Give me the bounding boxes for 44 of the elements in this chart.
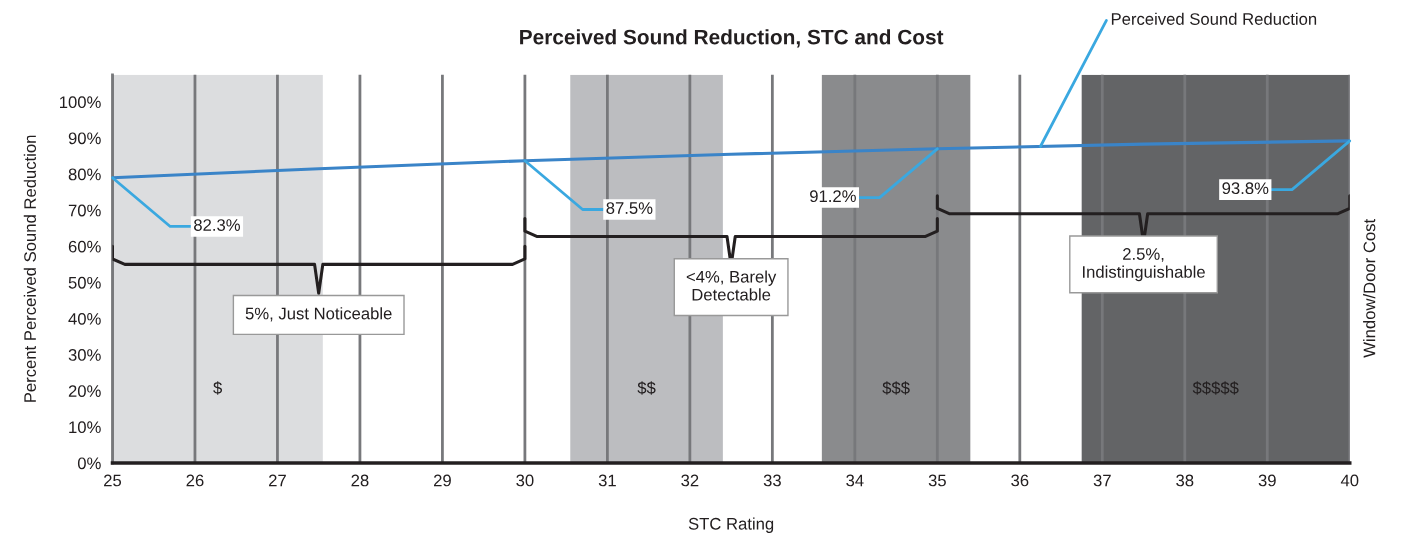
annotation: <4%, Barely Detectable <box>686 270 777 301</box>
annotation: 87.5% <box>606 202 653 214</box>
y-tick-label: 70% <box>68 204 101 217</box>
y-axis-title: Percent Perceived Sound Reduction <box>23 135 37 402</box>
y-tick-label: 100% <box>60 96 101 109</box>
annotation: 5%, Just Noticeable <box>245 307 392 322</box>
x-tick-label: 36 <box>1011 474 1029 487</box>
y-tick-label: 20% <box>68 385 101 397</box>
y-tick-label: 0% <box>77 457 101 470</box>
x-tick-label: 32 <box>681 474 699 487</box>
x-tick-label: 34 <box>846 474 864 487</box>
band-label: $$$ <box>882 381 910 395</box>
x-tick-label: 37 <box>1093 474 1111 487</box>
x-tick-label: 31 <box>598 474 616 487</box>
y-tick-label: 40% <box>68 312 101 325</box>
y2-axis-title: Window/Door Cost <box>1363 218 1376 358</box>
annotation: 82.3% <box>194 219 240 231</box>
annotation: 91.2% <box>810 190 856 203</box>
x-tick-label: 27 <box>269 474 286 487</box>
x-tick-label: 26 <box>186 474 204 487</box>
y-tick-label: 30% <box>68 349 101 361</box>
x-tick-label: 25 <box>104 474 122 487</box>
y-tick-label: 80% <box>68 168 101 181</box>
annotation: 2.5%, Indistinguishable <box>1083 248 1205 282</box>
y-tick-label: 10% <box>69 421 101 434</box>
annotation: 93.8% <box>1222 182 1269 195</box>
band-label: $ <box>213 381 223 395</box>
y-tick-label: 90% <box>68 132 101 145</box>
y-tick-label: 60% <box>68 240 101 253</box>
x-tick-label: 29 <box>433 474 451 487</box>
x-tick-label: 40 <box>1340 474 1359 487</box>
x-axis-title: STC Rating <box>688 517 774 533</box>
x-tick-label: 33 <box>763 474 781 487</box>
x-tick-label: 35 <box>928 474 946 487</box>
x-tick-label: 28 <box>351 474 369 487</box>
x-tick-label: 30 <box>516 474 534 487</box>
x-tick-label: 38 <box>1176 474 1194 487</box>
line-series <box>112 139 1350 180</box>
chart-title: Perceived Sound Reduction, STC and Cost <box>520 29 944 48</box>
band-label: $$ <box>637 381 656 395</box>
x-tick-label: 39 <box>1258 474 1276 487</box>
band-label: $$$$$ <box>1192 381 1239 395</box>
y-tick-label: 50% <box>68 276 101 289</box>
text: Perceived Sound Reduction <box>1111 12 1317 25</box>
